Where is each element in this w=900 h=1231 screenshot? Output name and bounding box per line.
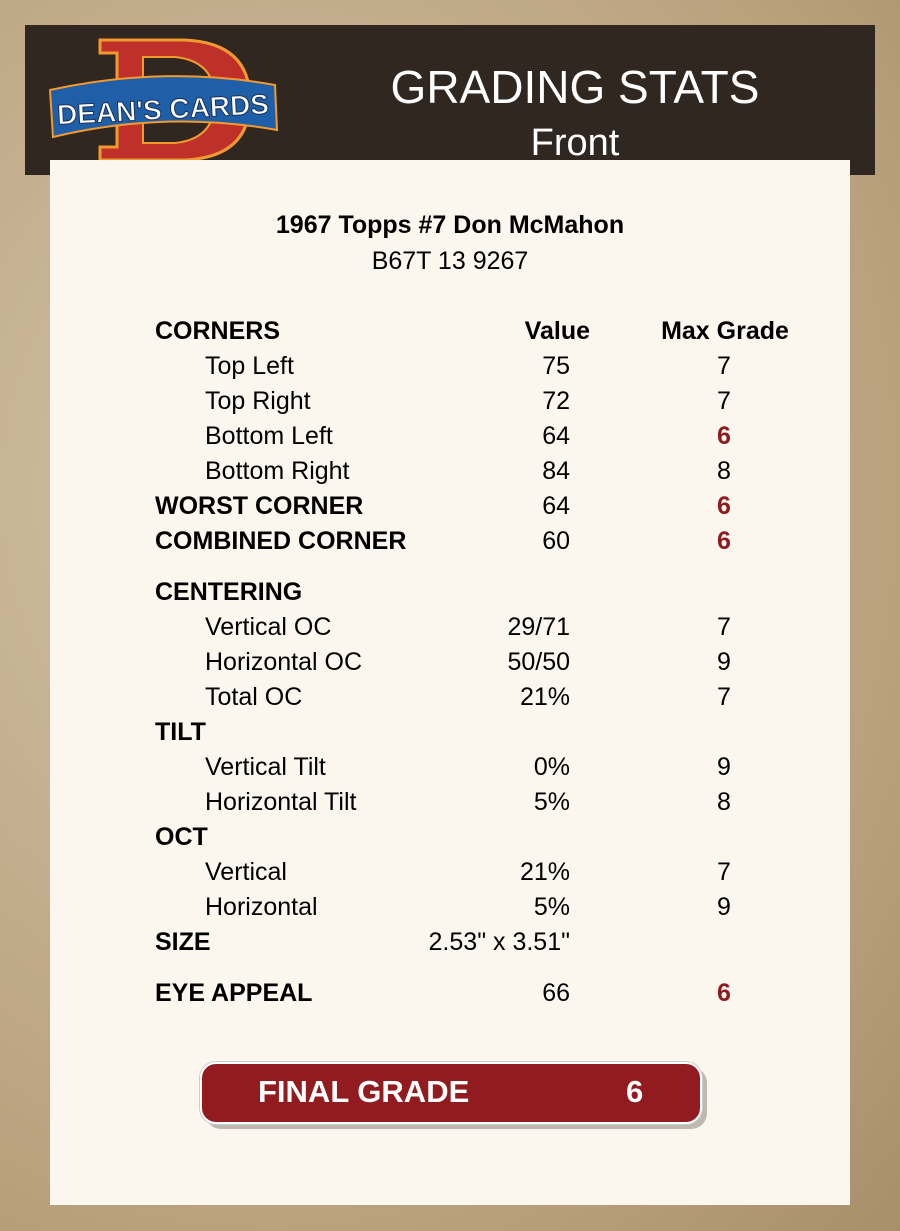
table-row: Bottom Left 64 6: [0, 419, 900, 454]
row-label: Horizontal: [205, 893, 318, 921]
row-max-grade: 7: [717, 683, 731, 711]
table-row: OCT: [0, 820, 900, 855]
row-value: 2.53" x 3.51": [428, 928, 570, 956]
final-grade-value: 6: [626, 1074, 644, 1109]
row-max-grade: 7: [717, 613, 731, 641]
row-label: Horizontal Tilt: [205, 788, 357, 816]
row-value: 5%: [533, 893, 570, 921]
row-label: Top Left: [205, 352, 294, 380]
row-value: 29/71: [507, 613, 570, 641]
table-row: SIZE 2.53" x 3.51": [0, 925, 900, 960]
value-column-header: Value: [524, 317, 590, 345]
row-label: Vertical: [205, 858, 287, 886]
row-value: 5%: [533, 788, 570, 816]
table-row: CORNERS Value Max Grade: [0, 314, 900, 349]
row-max-grade: 9: [717, 893, 731, 921]
row-label: Bottom Right: [205, 457, 350, 485]
row-label: CENTERING: [155, 578, 303, 606]
row-value: 64: [542, 492, 570, 520]
row-value: 0%: [533, 753, 570, 781]
stats-card: [50, 160, 850, 1205]
max-grade-column-header: Max Grade: [661, 317, 789, 345]
final-grade-label: FINAL GRADE: [258, 1074, 470, 1109]
row-max-grade: 7: [717, 352, 731, 380]
card-title: 1967 Topps #7 Don McMahon: [275, 211, 625, 239]
row-label: Top Right: [205, 387, 311, 415]
row-max-grade: 7: [717, 387, 731, 415]
table-row: Vertical 21% 7: [0, 855, 900, 890]
table-row: Vertical OC 29/71 7: [0, 610, 900, 645]
row-value: 75: [542, 352, 570, 380]
table-row: Horizontal Tilt 5% 8: [0, 785, 900, 820]
row-label: EYE APPEAL: [155, 979, 313, 1007]
row-label: OCT: [155, 823, 208, 851]
table-row: Horizontal OC 50/50 9: [0, 645, 900, 680]
row-max-grade: 8: [717, 457, 731, 485]
row-label: TILT: [155, 718, 206, 746]
table-row: COMBINED CORNER 60 6: [0, 524, 900, 559]
row-max-grade: 9: [717, 753, 731, 781]
row-max-grade: 7: [717, 858, 731, 886]
row-label: Horizontal OC: [205, 648, 362, 676]
row-max-grade: 6: [717, 527, 731, 555]
row-label: Bottom Left: [205, 422, 333, 450]
deans-cards-logo: DEAN'S CARDS: [48, 38, 279, 162]
table-row: EYE APPEAL 66 6: [0, 976, 900, 1011]
row-label: COMBINED CORNER: [155, 527, 407, 555]
row-label: Vertical OC: [205, 613, 332, 641]
row-label: Total OC: [205, 683, 303, 711]
table-row: CENTERING: [0, 575, 900, 610]
row-value: 21%: [519, 683, 570, 711]
page-subtitle: Front: [530, 122, 620, 164]
table-row: Bottom Right 84 8: [0, 454, 900, 489]
grading-table: CORNERS Value Max Grade Top Left 75 7 Top Righ…: [0, 314, 900, 1011]
table-row: Horizontal 5% 9: [0, 890, 900, 925]
row-label: CORNERS: [155, 317, 281, 345]
row-max-grade: 9: [717, 648, 731, 676]
row-value: 72: [542, 387, 570, 415]
row-value: 84: [542, 457, 570, 485]
table-row: WORST CORNER 64 6: [0, 489, 900, 524]
row-value: 50/50: [507, 648, 570, 676]
table-row: Top Left 75 7: [0, 349, 900, 384]
row-value: 66: [542, 979, 570, 1007]
table-row: Top Right 72 7: [0, 384, 900, 419]
row-value: 64: [542, 422, 570, 450]
header-bar: DEAN'S CARDS GRADING STATS Front: [25, 25, 875, 175]
row-value: 21%: [519, 858, 570, 886]
row-max-grade: 8: [717, 788, 731, 816]
row-max-grade: 6: [717, 422, 731, 450]
page-title: GRADING STATS: [390, 61, 760, 113]
row-max-grade: 6: [717, 979, 731, 1007]
row-label: Vertical Tilt: [205, 753, 326, 781]
row-value: 60: [542, 527, 570, 555]
card-id: B67T 13 9267: [371, 247, 529, 275]
row-label: WORST CORNER: [155, 492, 364, 520]
final-grade-banner: FINAL GRADE 6: [200, 1062, 702, 1124]
row-label: SIZE: [155, 928, 211, 956]
row-max-grade: 6: [717, 492, 731, 520]
table-row: Total OC 21% 7: [0, 680, 900, 715]
table-row: Vertical Tilt 0% 9: [0, 750, 900, 785]
table-row: TILT: [0, 715, 900, 750]
